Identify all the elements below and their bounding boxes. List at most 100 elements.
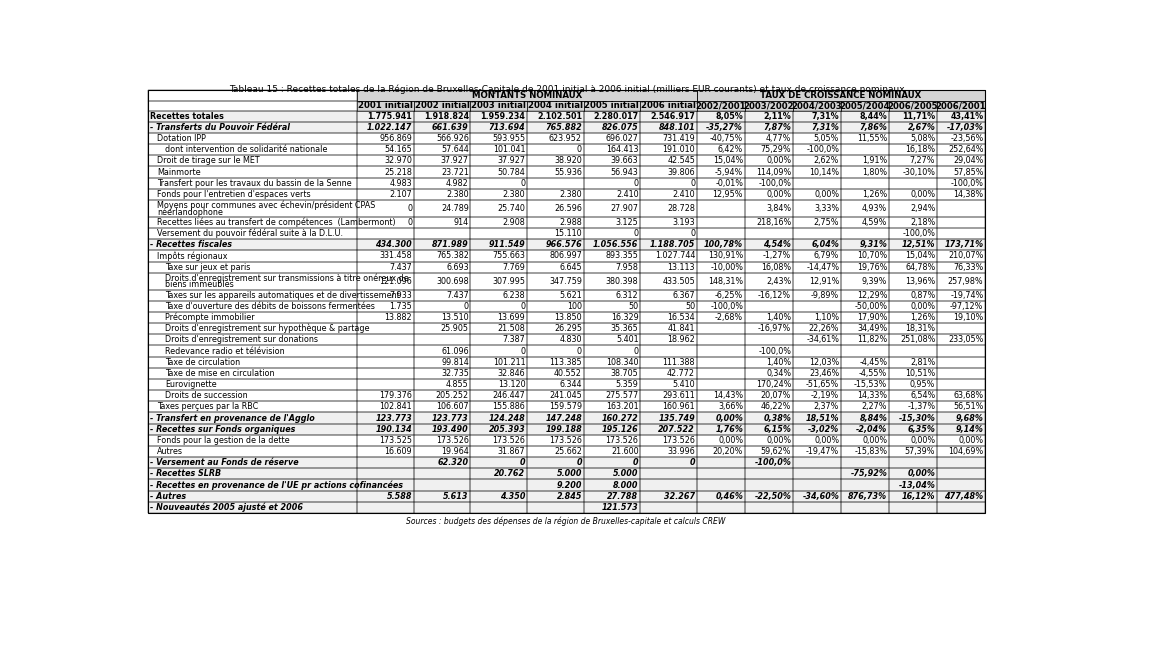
Bar (792, 424, 841, 435)
Bar (527, 166, 584, 178)
Text: 0,00%: 0,00% (910, 436, 935, 445)
Bar (792, 345, 841, 356)
Bar (744, 261, 792, 273)
Bar (414, 334, 471, 345)
Bar (744, 368, 792, 379)
Bar (792, 261, 841, 273)
Bar (841, 166, 889, 178)
Bar (640, 239, 697, 250)
Text: 2,43%: 2,43% (765, 277, 791, 286)
Text: 17,90%: 17,90% (857, 313, 888, 322)
Bar (889, 401, 937, 412)
Bar (937, 239, 984, 250)
Text: 35.365: 35.365 (610, 325, 638, 333)
Bar (792, 312, 841, 323)
Bar (148, 301, 358, 312)
Bar (640, 479, 697, 491)
Text: 2.280.017: 2.280.017 (593, 112, 638, 120)
Bar (640, 468, 697, 479)
Bar (148, 200, 358, 217)
Bar (358, 312, 414, 323)
Bar (744, 133, 792, 144)
Bar (889, 133, 937, 144)
Bar (744, 457, 792, 468)
Bar (527, 502, 584, 513)
Bar (358, 412, 414, 424)
Bar (841, 228, 889, 239)
Bar (527, 155, 584, 166)
Text: 20,07%: 20,07% (761, 391, 791, 400)
Bar (584, 457, 640, 468)
Bar (640, 446, 697, 457)
Bar (841, 312, 889, 323)
Bar (640, 491, 697, 502)
Bar (148, 133, 358, 144)
Text: 59,62%: 59,62% (761, 447, 791, 456)
Text: 251,08%: 251,08% (901, 335, 935, 344)
Text: 31.867: 31.867 (497, 447, 525, 456)
Bar (889, 446, 937, 457)
Text: 2,75%: 2,75% (813, 218, 839, 227)
Text: 13.510: 13.510 (442, 313, 468, 322)
Text: 0: 0 (521, 346, 525, 356)
Bar (697, 239, 744, 250)
Bar (744, 390, 792, 401)
Bar (937, 435, 984, 446)
Bar (148, 90, 358, 100)
Bar (414, 468, 471, 479)
Text: 275.577: 275.577 (606, 391, 638, 400)
Text: 252,64%: 252,64% (948, 145, 983, 154)
Bar (937, 250, 984, 261)
Bar (527, 200, 584, 217)
Bar (697, 446, 744, 457)
Bar (148, 345, 358, 356)
Bar (148, 457, 358, 468)
Text: Transfert pour les travaux du bassin de la Senne: Transfert pour les travaux du bassin de … (157, 179, 352, 188)
Bar (937, 446, 984, 457)
Bar (358, 100, 414, 110)
Bar (584, 390, 640, 401)
Bar (148, 100, 358, 110)
Text: 104,69%: 104,69% (948, 447, 983, 456)
Bar (792, 228, 841, 239)
Text: 111.388: 111.388 (663, 358, 696, 366)
Bar (148, 133, 358, 144)
Text: 15,04%: 15,04% (905, 251, 935, 261)
Bar (527, 133, 584, 144)
Bar (697, 323, 744, 334)
Bar (584, 155, 640, 166)
Bar (471, 435, 527, 446)
Bar (640, 133, 697, 144)
Text: 0: 0 (408, 204, 412, 213)
Text: 0: 0 (634, 179, 638, 188)
Bar (792, 502, 841, 513)
Text: 18.962: 18.962 (668, 335, 696, 344)
Bar (584, 368, 640, 379)
Bar (640, 368, 697, 379)
Bar (744, 379, 792, 390)
Bar (937, 166, 984, 178)
Bar (527, 379, 584, 390)
Bar (414, 239, 471, 250)
Text: 0,46%: 0,46% (715, 491, 743, 501)
Text: 7.933: 7.933 (389, 291, 412, 300)
Bar (414, 390, 471, 401)
Text: 191.010: 191.010 (663, 145, 696, 154)
Bar (697, 379, 744, 390)
Bar (358, 261, 414, 273)
Bar (937, 334, 984, 345)
Bar (414, 189, 471, 200)
Bar (841, 178, 889, 189)
Bar (584, 239, 640, 250)
Bar (792, 491, 841, 502)
Bar (584, 200, 640, 217)
Bar (697, 100, 744, 110)
Bar (792, 133, 841, 144)
Bar (527, 491, 584, 502)
Bar (527, 446, 584, 457)
Bar (937, 261, 984, 273)
Text: 0,95%: 0,95% (910, 380, 935, 389)
Bar (744, 479, 792, 491)
Bar (889, 356, 937, 368)
Text: 2,11%: 2,11% (763, 112, 791, 120)
